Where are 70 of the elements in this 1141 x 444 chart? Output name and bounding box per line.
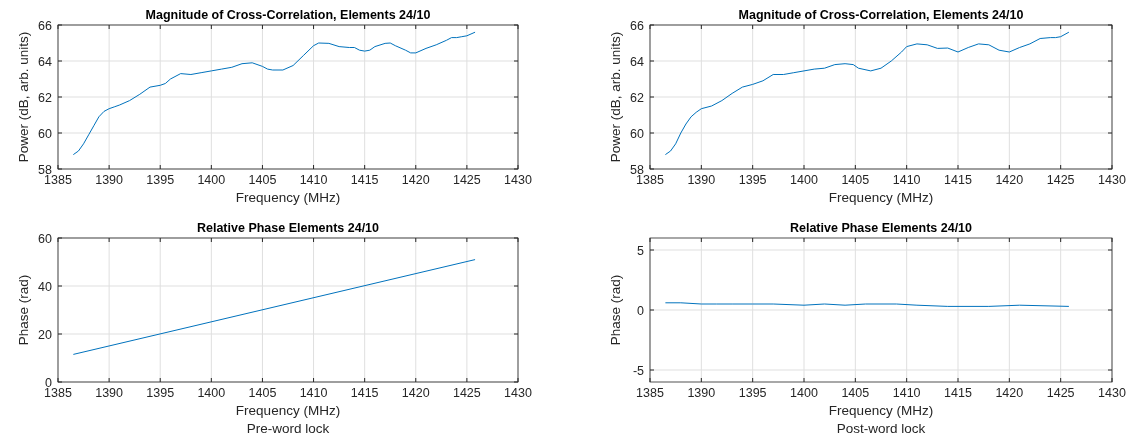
x-tick-label: 1395 bbox=[146, 386, 175, 400]
x-tick-label: 1415 bbox=[350, 173, 379, 187]
x-tick-label: 1405 bbox=[841, 173, 870, 187]
y-tick-label: 66 bbox=[38, 18, 53, 33]
x-tick-label: 1400 bbox=[790, 386, 818, 400]
x-tick-label: 1395 bbox=[146, 173, 175, 187]
x-tick-label: 1410 bbox=[892, 173, 921, 187]
y-axis-title: Power (dB, arb. units) bbox=[608, 31, 623, 163]
chart-title: Relative Phase Elements 24/10 bbox=[789, 221, 973, 235]
y-axis-title: Power (dB, arb. units) bbox=[16, 31, 31, 163]
x-tick-label: 1420 bbox=[401, 173, 430, 187]
y-tick-label: 40 bbox=[38, 279, 53, 294]
x-tick-label: 1425 bbox=[452, 386, 481, 400]
x-tick-label: 1415 bbox=[944, 386, 972, 400]
y-tick-label: 60 bbox=[38, 231, 53, 246]
x-tick-label: 1430 bbox=[504, 173, 532, 187]
x-tick-label: 1425 bbox=[1046, 173, 1075, 187]
x-tick-label: 1425 bbox=[1046, 386, 1075, 400]
x-tick-label: 1395 bbox=[738, 173, 767, 187]
x-tick-label: 1390 bbox=[95, 173, 124, 187]
x-tick-label: 1405 bbox=[248, 173, 277, 187]
y-tick-label: 62 bbox=[38, 90, 53, 105]
chart-title: Relative Phase Elements 24/10 bbox=[196, 221, 380, 235]
y-tick-label: 0 bbox=[637, 303, 645, 318]
x-tick-label: 1420 bbox=[995, 173, 1024, 187]
y-tick-label: 64 bbox=[38, 54, 53, 69]
x-tick-label: 1430 bbox=[1098, 173, 1126, 187]
y-tick-label: -5 bbox=[632, 363, 645, 378]
chart-title: Magnitude of Cross-Correlation, Elements 24/10 bbox=[738, 8, 1024, 22]
line-series bbox=[664, 31, 1070, 156]
x-tick-label: 1410 bbox=[892, 386, 921, 400]
x-tick-label: 1385 bbox=[636, 386, 664, 400]
x-axis-title: Frequency (MHz) bbox=[235, 190, 341, 205]
x-tick-label: 1415 bbox=[944, 173, 972, 187]
x-tick-label: 1390 bbox=[95, 386, 124, 400]
x-tick-label: 1385 bbox=[44, 386, 72, 400]
x-tick-label: 1395 bbox=[738, 386, 767, 400]
x-tick-label: 1410 bbox=[299, 173, 328, 187]
x-tick-label: 1400 bbox=[790, 173, 818, 187]
y-axis-title: Phase (rad) bbox=[608, 274, 623, 346]
x-tick-label: 1405 bbox=[841, 386, 870, 400]
text: Post-word lock bbox=[836, 421, 926, 436]
x-tick-label: 1400 bbox=[197, 173, 226, 187]
x-tick-label: 1425 bbox=[452, 173, 481, 187]
x-tick-label: 1390 bbox=[687, 173, 716, 187]
x-tick-label: 1385 bbox=[636, 173, 664, 187]
x-tick-label: 1430 bbox=[504, 386, 532, 400]
line-series bbox=[72, 31, 476, 156]
x-tick-label: 1415 bbox=[350, 386, 379, 400]
y-tick-label: 60 bbox=[38, 126, 53, 141]
y-axis-title: Phase (rad) bbox=[16, 274, 31, 346]
y-tick-label: 66 bbox=[630, 18, 645, 33]
x-tick-label: 1420 bbox=[401, 386, 430, 400]
y-tick-label: 20 bbox=[38, 327, 53, 342]
x-tick-label: 1405 bbox=[248, 386, 277, 400]
x-tick-label: 1390 bbox=[687, 386, 716, 400]
y-tick-label: 62 bbox=[630, 90, 645, 105]
x-tick-label: 1410 bbox=[299, 386, 328, 400]
x-tick-label: 1420 bbox=[995, 386, 1024, 400]
x-tick-label: 1385 bbox=[44, 173, 72, 187]
text: Pre-word lock bbox=[246, 421, 330, 436]
y-tick-label: 60 bbox=[630, 126, 645, 141]
x-axis-title: Frequency (MHz) bbox=[828, 403, 934, 418]
y-tick-label: 5 bbox=[637, 243, 645, 258]
x-tick-label: 1430 bbox=[1098, 386, 1126, 400]
chart-title: Magnitude of Cross-Correlation, Elements 24/10 bbox=[145, 8, 431, 22]
x-axis-title: Frequency (MHz) bbox=[235, 403, 341, 418]
y-tick-label: 64 bbox=[630, 54, 645, 69]
x-axis-title: Frequency (MHz) bbox=[828, 190, 934, 205]
x-tick-label: 1400 bbox=[197, 386, 226, 400]
